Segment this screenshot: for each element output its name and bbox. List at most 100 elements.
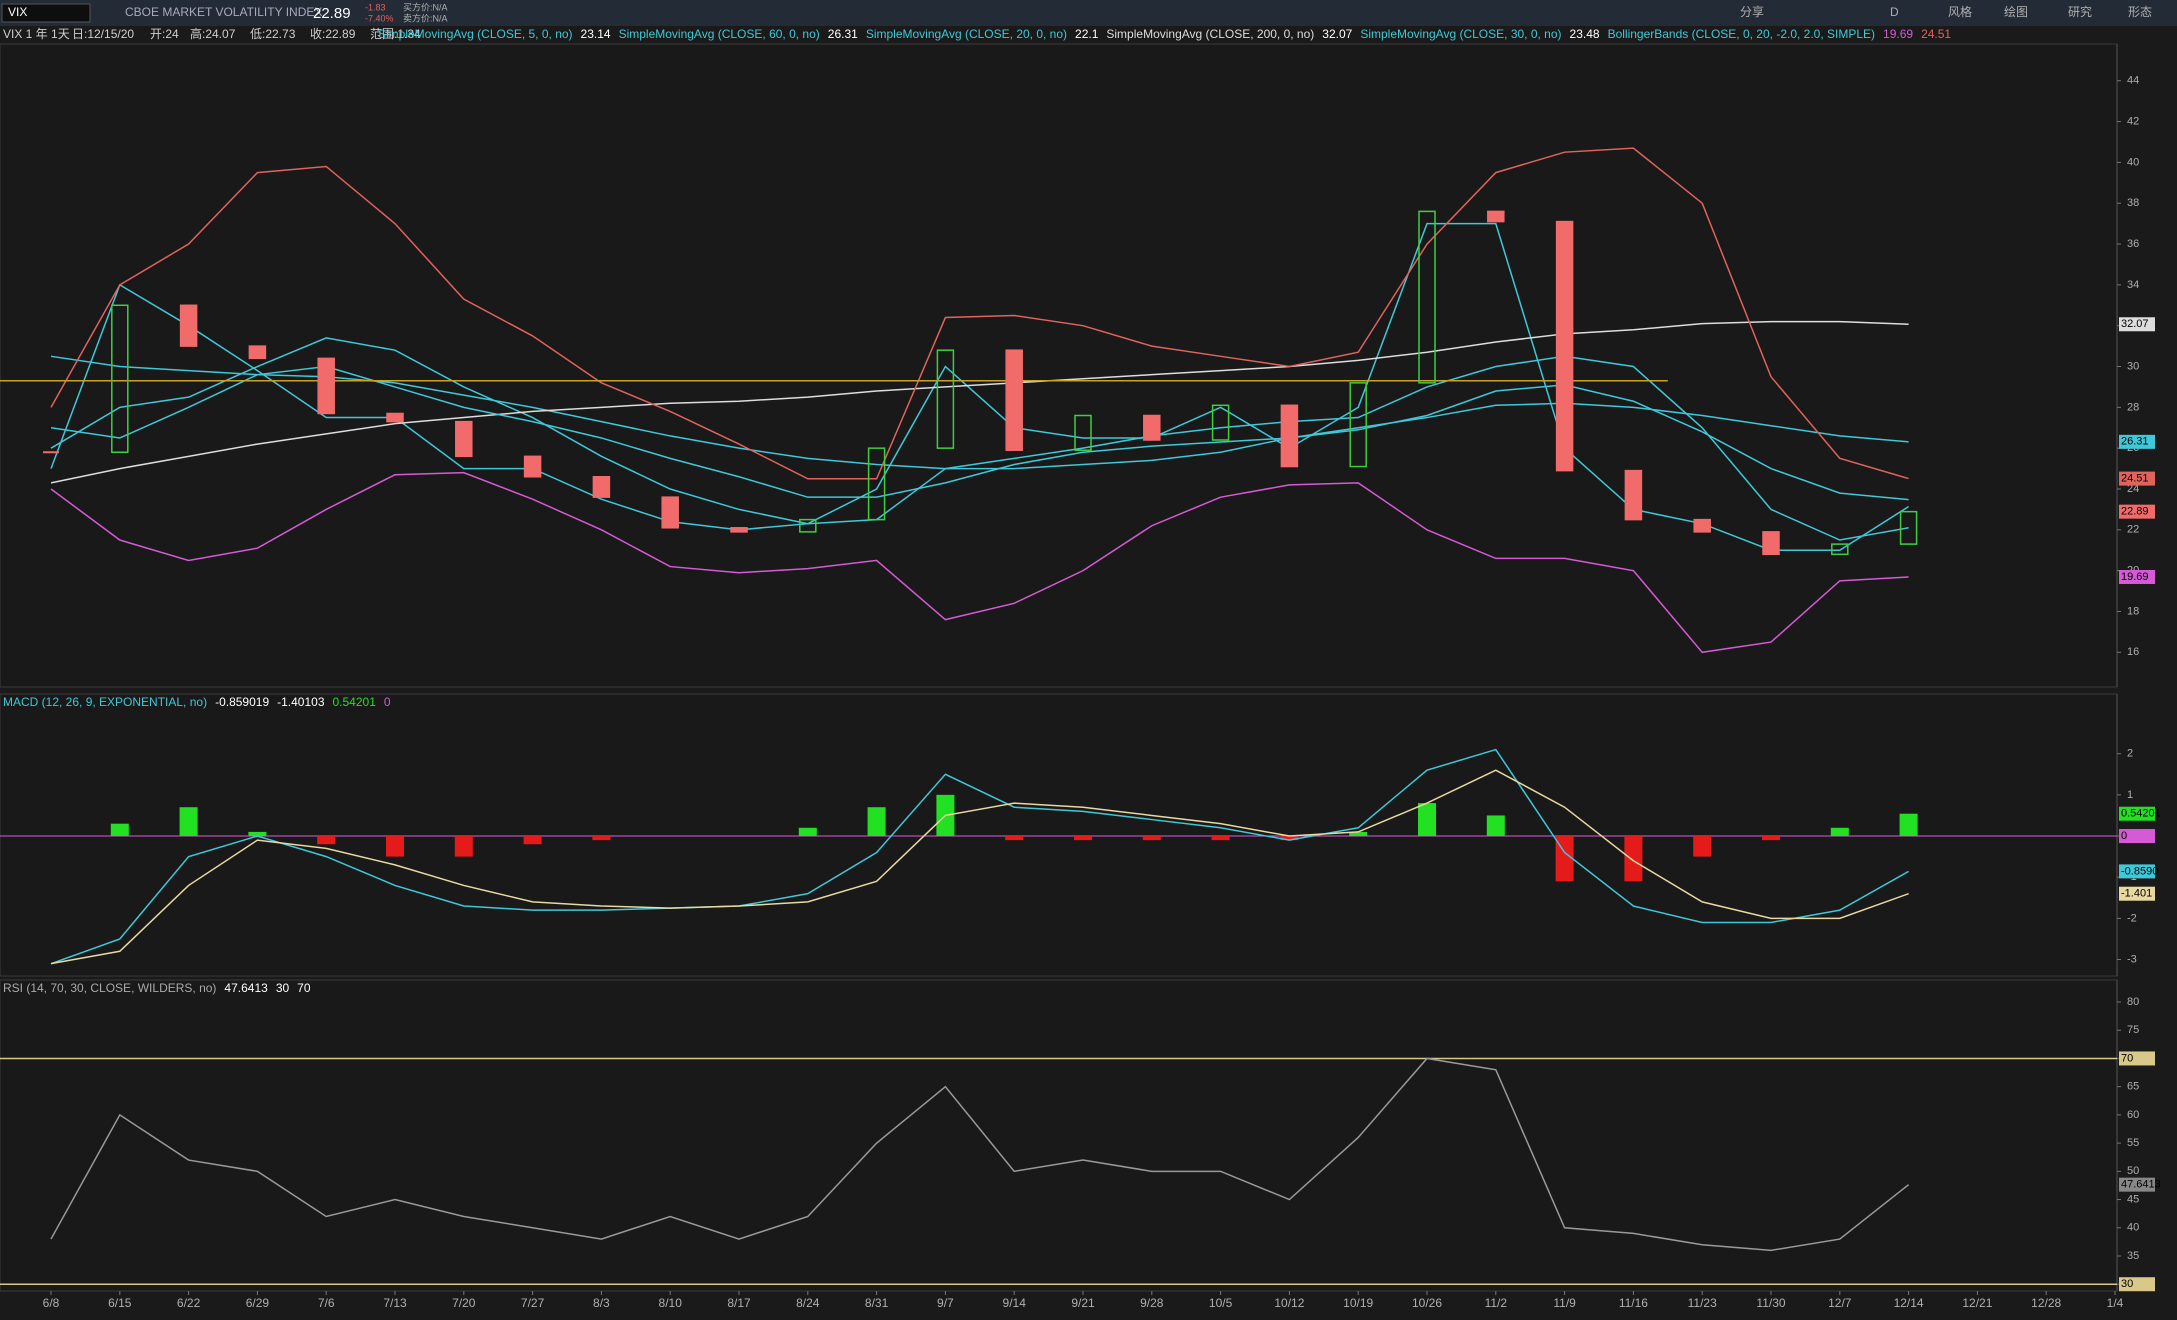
histogram-bar	[1418, 803, 1436, 837]
y-tick-label: 36	[2127, 238, 2139, 250]
x-tick-label: 10/5	[1209, 1296, 1233, 1310]
candle	[248, 345, 267, 360]
button[interactable]: 分享	[1740, 4, 1764, 19]
histogram-bar	[867, 807, 886, 837]
study-label: -0.859019	[215, 695, 269, 709]
value-badge	[2119, 434, 2155, 449]
value-badge-label: 30	[2121, 1278, 2133, 1290]
study-label: SimpleMovingAvg (CLOSE, 200, 0, no)	[1106, 27, 1314, 41]
x-tick-label: 10/12	[1274, 1296, 1304, 1310]
histogram-bar	[1486, 815, 1505, 837]
study-label: 30	[276, 981, 290, 995]
x-tick-label: 6/8	[43, 1296, 60, 1310]
x-tick-label: 11/23	[1688, 1296, 1717, 1310]
study-label: 0.54201	[333, 695, 377, 709]
candle	[1074, 414, 1092, 451]
y-tick-label: 22	[2127, 524, 2139, 536]
panel	[0, 979, 2118, 1292]
high: 高:24.07	[190, 26, 236, 41]
panel	[0, 693, 2118, 977]
histogram-bar	[248, 831, 267, 837]
candle	[455, 420, 473, 458]
button[interactable]: 形态	[2128, 5, 2152, 19]
value-badge-label: -1.401	[2121, 888, 2152, 900]
series-line	[50, 222, 1910, 551]
bid: 买方价:N/A	[403, 1, 448, 12]
value-badge	[2119, 829, 2155, 844]
x-tick-label: 10/19	[1343, 1296, 1373, 1310]
value-badge	[2119, 864, 2155, 879]
ask: 卖方价:N/A	[403, 12, 448, 23]
button[interactable]: 研究	[2068, 4, 2092, 19]
candle	[1211, 404, 1230, 441]
candle	[179, 304, 198, 347]
histogram-bar	[386, 836, 404, 857]
candle	[1143, 414, 1161, 441]
y-tick-label: 16	[2127, 646, 2139, 658]
histogram-bar	[1005, 836, 1024, 841]
candle	[1555, 220, 1574, 472]
candle	[317, 357, 335, 415]
value-badge-label: -0.8590	[2121, 865, 2158, 877]
candle	[1693, 518, 1711, 533]
candle	[799, 518, 817, 533]
y-tick-label: 35	[2127, 1250, 2139, 1262]
histogram-bar	[798, 827, 817, 837]
change-pct: -7.40%	[365, 13, 394, 23]
candle	[936, 349, 955, 449]
candle	[867, 447, 886, 521]
value-badge	[2119, 1277, 2155, 1292]
study-label: 26.31	[828, 27, 858, 41]
series-line	[50, 365, 1909, 501]
button[interactable]: 风格	[1948, 4, 1972, 19]
x-tick-label: 10/26	[1412, 1296, 1442, 1310]
study-label: 47.6413	[224, 981, 268, 995]
x-tick-label: 9/7	[937, 1296, 954, 1310]
y-tick-label: 34	[2127, 279, 2139, 291]
button[interactable]: D	[1890, 5, 1899, 19]
close: 收:22.89	[310, 27, 356, 41]
y-tick-label: -2	[2127, 912, 2137, 924]
value-badge	[2119, 886, 2155, 901]
button[interactable]: 绘图	[2004, 4, 2028, 19]
description: CBOE MARKET VOLATILITY INDEX	[125, 5, 322, 19]
x-tick-label: 6/22	[177, 1296, 201, 1310]
histogram-bar	[1211, 836, 1230, 841]
y-tick-label: 42	[2127, 115, 2139, 127]
histogram-bar	[110, 823, 129, 837]
x-tick-label: 12/21	[1962, 1296, 1992, 1310]
value-badge	[2119, 569, 2155, 584]
series-line	[50, 147, 1909, 480]
x-tick-label: 11/9	[1553, 1296, 1576, 1310]
x-tick-label: 11/2	[1485, 1296, 1508, 1310]
x-tick-label: 9/28	[1140, 1296, 1164, 1310]
y-tick-label: 1	[2127, 789, 2133, 801]
histogram-bar	[1280, 836, 1299, 841]
value-badge-label: 19.69	[2121, 571, 2149, 583]
histogram-bar	[1349, 831, 1368, 837]
study-label: SimpleMovingAvg (CLOSE, 20, 0, no)	[866, 27, 1067, 41]
study-label: 24.51	[1921, 27, 1951, 41]
study-label: SimpleMovingAvg (CLOSE, 60, 0, no)	[619, 27, 820, 41]
low: 低:22.73	[250, 27, 296, 41]
series-line	[50, 769, 1909, 965]
study-label: 0	[384, 695, 391, 709]
series-line	[50, 471, 1909, 654]
symbol: VIX	[8, 5, 27, 19]
y-tick-label: 80	[2127, 996, 2139, 1008]
study-label: BollingerBands (CLOSE, 0, 20, -2.0, 2.0,…	[1608, 27, 1875, 41]
symbol-box[interactable]	[1, 3, 91, 23]
value-badge	[2119, 1051, 2155, 1066]
y-tick-label: 2	[2127, 748, 2133, 760]
candle	[1487, 210, 1505, 223]
study-label: 22.1	[1075, 27, 1099, 41]
candle	[1418, 210, 1436, 384]
histogram-bar	[1693, 836, 1712, 857]
candle	[661, 496, 679, 529]
y-tick-label: 55	[2127, 1137, 2139, 1149]
candle	[1762, 531, 1780, 556]
value-badge-label: 47.6413	[2121, 1179, 2161, 1191]
y-tick-label: 24	[2127, 483, 2139, 495]
x-tick-label: 7/27	[521, 1296, 545, 1310]
